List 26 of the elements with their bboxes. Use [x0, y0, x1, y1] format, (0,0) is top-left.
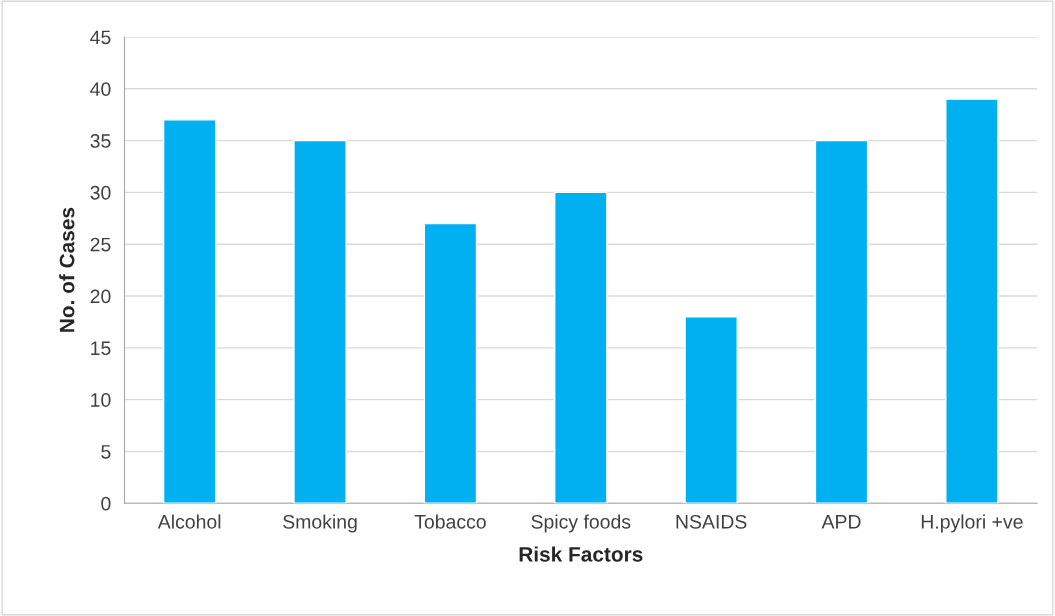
x-tick-label: Alcohol [157, 514, 221, 529]
x-tick-label: Tobacco [414, 514, 486, 529]
y-tick-label: 25 [90, 237, 111, 252]
y-tick-label: 5 [101, 445, 111, 459]
y-tick-label: 45 [90, 30, 111, 45]
bar [945, 98, 999, 504]
y-tick-label: 10 [91, 393, 111, 407]
bar [162, 119, 217, 504]
y-tick-label: 15 [91, 341, 111, 356]
y-tick-label: 20 [90, 289, 111, 304]
x-tick-label: APD [821, 515, 861, 529]
y-axis-title: No. of Cases [59, 207, 75, 332]
y-tick-label: 35 [90, 134, 111, 148]
bar [293, 139, 347, 504]
bar [684, 316, 738, 504]
bar [814, 139, 869, 504]
y-tick-label: 30 [90, 185, 111, 200]
x-tick-label: Spicy foods [531, 514, 631, 533]
bar [554, 191, 608, 504]
y-tick-label: 0 [101, 496, 111, 511]
x-axis-title: Risk Factors [519, 546, 643, 562]
x-tick-label: H.pylori +ve [921, 514, 1023, 533]
x-tick-label: Smoking [283, 514, 357, 533]
x-tick-label: NSAIDS [676, 514, 747, 529]
bar [423, 222, 478, 504]
y-tick-label: 40 [90, 82, 111, 97]
